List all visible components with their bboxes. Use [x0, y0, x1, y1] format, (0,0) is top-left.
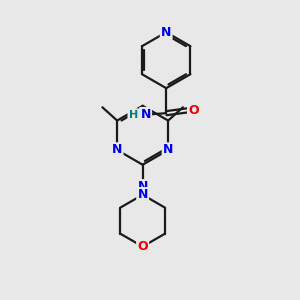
Text: O: O — [137, 240, 148, 253]
Text: N: N — [137, 188, 148, 201]
Text: H: H — [129, 110, 138, 120]
Text: O: O — [188, 104, 199, 117]
Text: N: N — [137, 180, 148, 193]
Text: H: H — [134, 110, 143, 120]
Text: N: N — [112, 143, 122, 157]
Text: N: N — [140, 108, 151, 121]
Text: N: N — [163, 143, 173, 157]
Text: N: N — [161, 26, 171, 39]
